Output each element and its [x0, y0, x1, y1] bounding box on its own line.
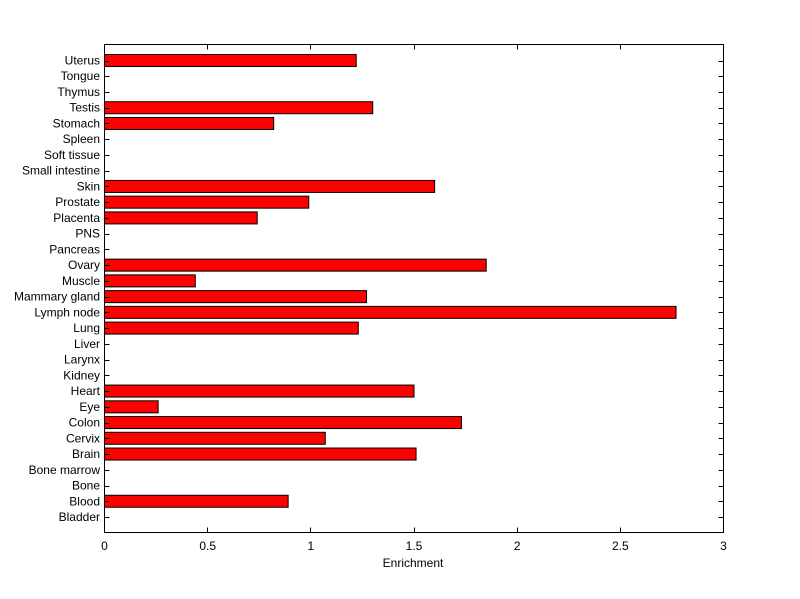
y-tick-label-placenta: Placenta [53, 211, 100, 225]
bar-colon [104, 416, 462, 430]
bar-mammary-gland [104, 290, 368, 304]
y-tick-label-soft-tissue: Soft tissue [44, 148, 100, 162]
y-tick-label-larynx: Larynx [64, 353, 100, 367]
bar-eye [104, 400, 159, 414]
bar-placenta [104, 211, 258, 225]
bar-blood [104, 494, 289, 508]
x-tick-label-1: 0.5 [199, 539, 216, 553]
bar-heart [104, 384, 415, 398]
x-tick-label-6: 3 [720, 539, 727, 553]
y-tick-label-liver: Liver [74, 337, 100, 351]
bar-stomach [104, 116, 275, 130]
bar-uterus [104, 54, 357, 67]
y-tick-label-eye: Eye [79, 400, 100, 414]
y-tick-label-mammary-gland: Mammary gland [14, 290, 100, 304]
bar-ovary [104, 258, 487, 272]
y-tick-label-uterus: Uterus [65, 54, 100, 68]
y-tick-label-heart: Heart [71, 384, 101, 398]
x-tick-labels-group: 0 0.5 1 1.5 2 2.5 3 [101, 539, 727, 553]
bar-lung [104, 321, 359, 335]
y-ticks-group [104, 61, 724, 518]
bar-cervix [104, 431, 326, 445]
bars-group [104, 54, 677, 508]
y-tick-label-lung: Lung [73, 321, 100, 335]
y-tick-label-bladder: Bladder [59, 510, 100, 524]
plot-frame [104, 44, 724, 533]
bar-brain [104, 447, 417, 461]
y-tick-label-cervix: Cervix [66, 431, 100, 445]
y-tick-label-spleen: Spleen [63, 132, 100, 146]
y-tick-label-tongue: Tongue [61, 69, 101, 83]
y-tick-label-testis: Testis [69, 101, 100, 115]
y-tick-label-bone-marrow: Bone marrow [29, 463, 101, 477]
x-tick-label-3: 1.5 [406, 539, 423, 553]
y-tick-label-prostate: Prostate [55, 195, 100, 209]
y-tick-label-blood: Blood [69, 494, 100, 508]
y-tick-label-colon: Colon [69, 416, 100, 430]
y-tick-label-kidney: Kidney [63, 368, 100, 382]
x-axis-title: Enrichment [383, 556, 444, 570]
x-tick-label-0: 0 [101, 539, 108, 553]
x-tick-label-4: 2 [514, 539, 521, 553]
x-tick-label-5: 2.5 [612, 539, 629, 553]
y-tick-label-lymph-node: Lymph node [34, 305, 100, 319]
bar-lymph-node [104, 305, 677, 319]
y-tick-label-brain: Brain [72, 447, 100, 461]
y-tick-label-pns: PNS [75, 227, 100, 241]
bar-muscle [104, 274, 196, 288]
y-tick-label-skin: Skin [77, 179, 100, 193]
y-tick-label-bone: Bone [72, 479, 100, 493]
y-tick-label-muscle: Muscle [62, 274, 100, 288]
x-tick-label-2: 1 [307, 539, 314, 553]
y-tick-label-thymus: Thymus [57, 85, 100, 99]
bar-skin [104, 179, 436, 193]
y-tick-label-ovary: Ovary [68, 258, 100, 272]
y-tick-label-small-intestine: Small intestine [22, 164, 100, 178]
y-tick-label-stomach: Stomach [53, 116, 100, 130]
y-tick-label-pancreas: Pancreas [49, 242, 100, 256]
bar-testis [104, 101, 374, 115]
bar-prostate [104, 195, 310, 209]
